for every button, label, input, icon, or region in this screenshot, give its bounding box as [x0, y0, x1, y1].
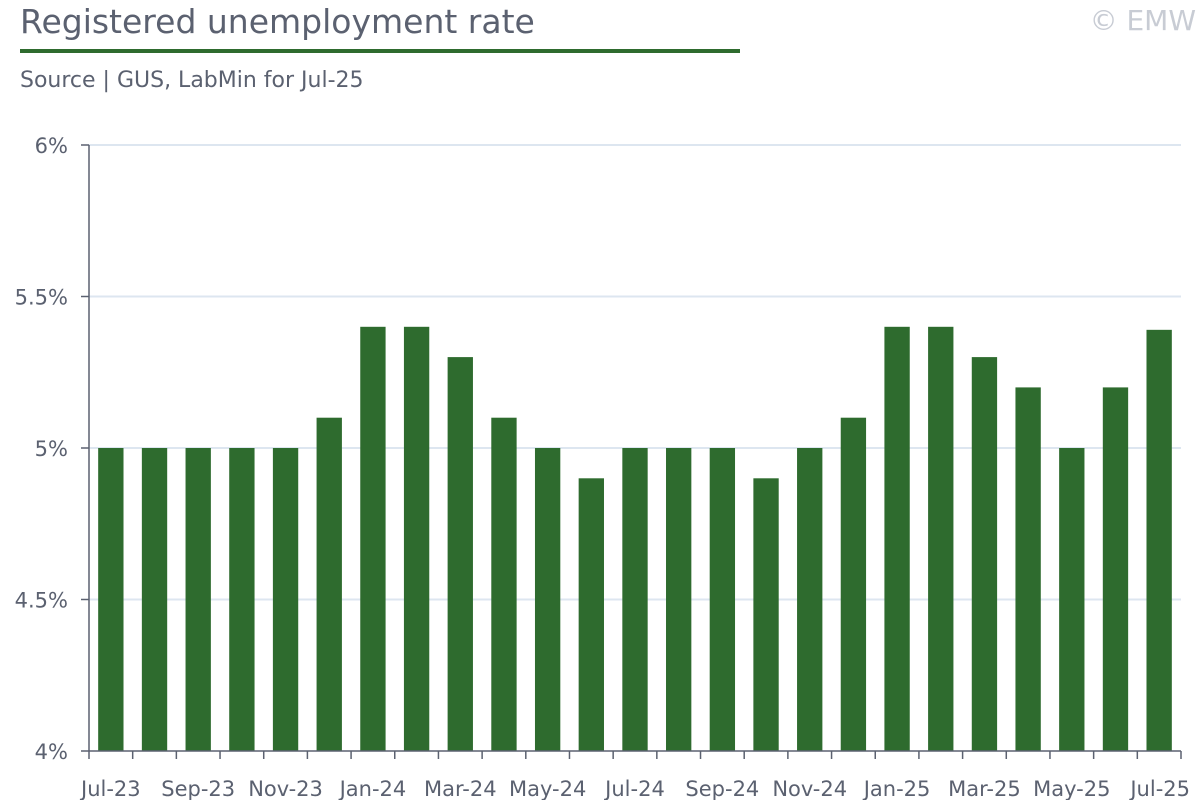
chart-subtitle: Source | GUS, LabMin for Jul-25	[20, 68, 364, 93]
bar-Nov-24	[797, 448, 823, 751]
bar-Jan-24	[360, 326, 386, 751]
bar-Sep-23	[185, 448, 211, 751]
x-tick-label: Mar-25	[948, 777, 1021, 800]
y-tick-label: 4%	[35, 740, 68, 764]
bars	[98, 326, 1172, 751]
copyright-label: © EMW	[1089, 4, 1196, 37]
y-tick-label: 6%	[35, 134, 68, 158]
bar-Oct-24	[753, 478, 779, 751]
bar-Feb-24	[403, 326, 430, 751]
bar-Jul-24	[622, 448, 648, 751]
x-tick-label: Jan-24	[338, 777, 407, 800]
x-tick-label: Jan-25	[862, 777, 931, 800]
x-tick-label: Nov-24	[772, 777, 847, 800]
bar-Jul-23	[98, 448, 124, 751]
x-tick-label: Jul-24	[603, 777, 665, 800]
x-tick-label: Sep-23	[161, 777, 235, 800]
bar-Apr-24	[491, 417, 517, 751]
y-tick-label: 5.5%	[15, 286, 68, 310]
y-tick-label: 5%	[35, 437, 68, 461]
x-tick-label: May-24	[509, 777, 586, 800]
bar-Aug-23	[141, 448, 168, 751]
bar-Jun-24	[578, 478, 604, 751]
x-tick-label: May-25	[1033, 777, 1110, 800]
bar-May-25	[1059, 448, 1085, 751]
x-tick-label: Jul-25	[1128, 777, 1190, 800]
bar-Dec-23	[316, 417, 342, 751]
y-tick-labels: 4% 4.5% 5% 5.5% 6%	[15, 134, 68, 764]
bar-May-24	[534, 448, 561, 751]
axes	[81, 144, 1182, 759]
x-tick-label: Sep-24	[685, 777, 759, 800]
bar-Dec-24	[840, 417, 867, 751]
bar-Jun-25	[1102, 387, 1129, 751]
y-tick-label: 4.5%	[15, 589, 68, 613]
title-underline	[20, 49, 740, 53]
bar-Feb-25	[928, 326, 954, 751]
bar-Apr-25	[1015, 387, 1041, 751]
chart-title: Registered unemployment rate	[20, 2, 535, 41]
bar-Mar-25	[971, 357, 998, 751]
bar-Jan-25	[884, 326, 910, 751]
x-tick-label: Jul-23	[79, 777, 141, 800]
bar-Jul-25	[1146, 329, 1172, 751]
bar-Nov-23	[272, 448, 299, 751]
bar-Oct-23	[229, 448, 255, 751]
x-tick-label: Nov-23	[248, 777, 323, 800]
x-tick-labels: Jul-23 Sep-23 Nov-23 Jan-24 Mar-24 May-24 Jul-…	[79, 777, 1190, 800]
x-tick-label: Mar-24	[424, 777, 497, 800]
bar-Sep-24	[709, 448, 736, 751]
bar-Aug-24	[666, 448, 692, 751]
bar-Mar-24	[447, 357, 473, 751]
